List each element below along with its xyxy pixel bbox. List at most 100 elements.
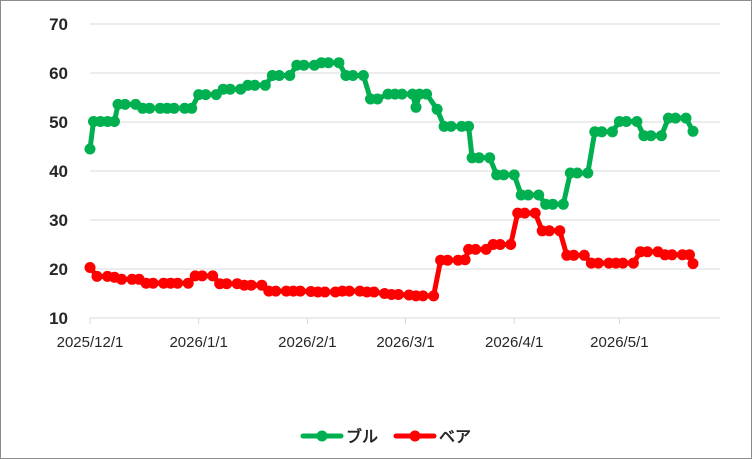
data-point [631,116,643,127]
data-point [84,262,96,273]
data-point [200,89,212,101]
data-point [529,207,541,219]
data-point [196,270,208,282]
data-point [172,277,184,289]
data-point [284,70,296,81]
data-point [484,152,496,164]
data-point [186,102,198,114]
data-point [221,278,233,290]
y-tick-label: 20 [49,260,68,279]
y-tick-label: 40 [49,162,68,181]
data-point [547,198,559,210]
data-point [393,289,404,300]
data-point [116,273,128,285]
y-axis-ticks: 10 20 30 40 50 60 70 [49,15,68,328]
data-point [645,130,657,142]
legend-bear-label: ベア [439,427,471,446]
data-point [459,254,471,266]
y-tick-label: 60 [49,64,68,83]
data-point [680,112,692,124]
data-point [249,79,261,91]
y-tick-label: 70 [49,15,68,34]
data-point [498,169,510,181]
data-point [147,277,159,289]
data-point [245,279,257,291]
x-tick-label: 2026/3/1 [376,334,434,351]
data-point [596,126,608,138]
data-point [655,130,667,142]
data-point [470,243,482,255]
data-point [620,116,632,127]
data-point [533,189,545,201]
data-point [273,70,285,81]
y-tick-label: 10 [49,309,68,328]
legend-bull-label: ブル [346,427,378,446]
x-tick-label: 2026/4/1 [485,334,543,351]
data-point [91,270,103,282]
data-point [505,239,517,250]
data-point [508,169,520,181]
data-point [347,70,359,81]
data-point [687,125,699,137]
legend: ブル ベア [300,427,471,446]
data-point [421,88,433,100]
data-point [641,246,653,258]
data-point [431,103,443,115]
data-point [522,189,534,201]
data-point [463,120,475,132]
legend-bull-marker [316,430,328,442]
data-point [410,101,422,113]
data-point [473,152,485,164]
data-point [343,285,355,297]
data-point [298,59,310,71]
data-point [592,257,604,269]
data-point [322,57,334,69]
data-point [357,70,369,81]
x-axis-ticks: 2025/12/1 2026/1/1 2026/2/1 2026/3/1 2026/4/… [57,318,649,351]
data-point [428,290,440,302]
data-point [84,143,96,155]
data-point [494,239,506,250]
y-tick-label: 50 [49,113,68,132]
legend-item-bear: ベア [393,427,471,446]
data-point [270,285,282,297]
data-point [684,249,695,261]
data-point [417,290,429,302]
series-bear [84,207,699,302]
data-point [119,98,131,110]
data-point [578,249,590,261]
legend-bear-marker [409,430,421,442]
data-point [372,93,383,105]
data-point [568,249,580,261]
data-point [554,225,566,237]
data-point [442,254,454,266]
data-point [109,116,120,127]
data-point [259,79,271,91]
data-point [207,270,219,282]
data-point [368,286,380,298]
x-tick-label: 2026/1/1 [169,334,227,351]
data-point [687,258,699,270]
data-point [606,126,618,138]
data-point [445,120,457,132]
x-tick-label: 2025/12/1 [57,334,124,351]
data-point [294,285,306,297]
series-layer [84,57,699,302]
data-point [571,167,583,179]
data-point [182,277,194,289]
x-tick-label: 2026/2/1 [278,334,336,351]
gridlines [90,23,720,319]
data-point [543,225,555,237]
data-point [617,257,629,269]
data-point [519,207,531,219]
series-bull [84,57,699,210]
data-point [144,102,156,114]
data-point [670,112,681,124]
y-tick-label: 30 [49,211,68,230]
data-point [557,198,569,210]
data-point [666,249,678,261]
data-point [168,102,180,114]
x-tick-label: 2026/5/1 [590,334,648,351]
